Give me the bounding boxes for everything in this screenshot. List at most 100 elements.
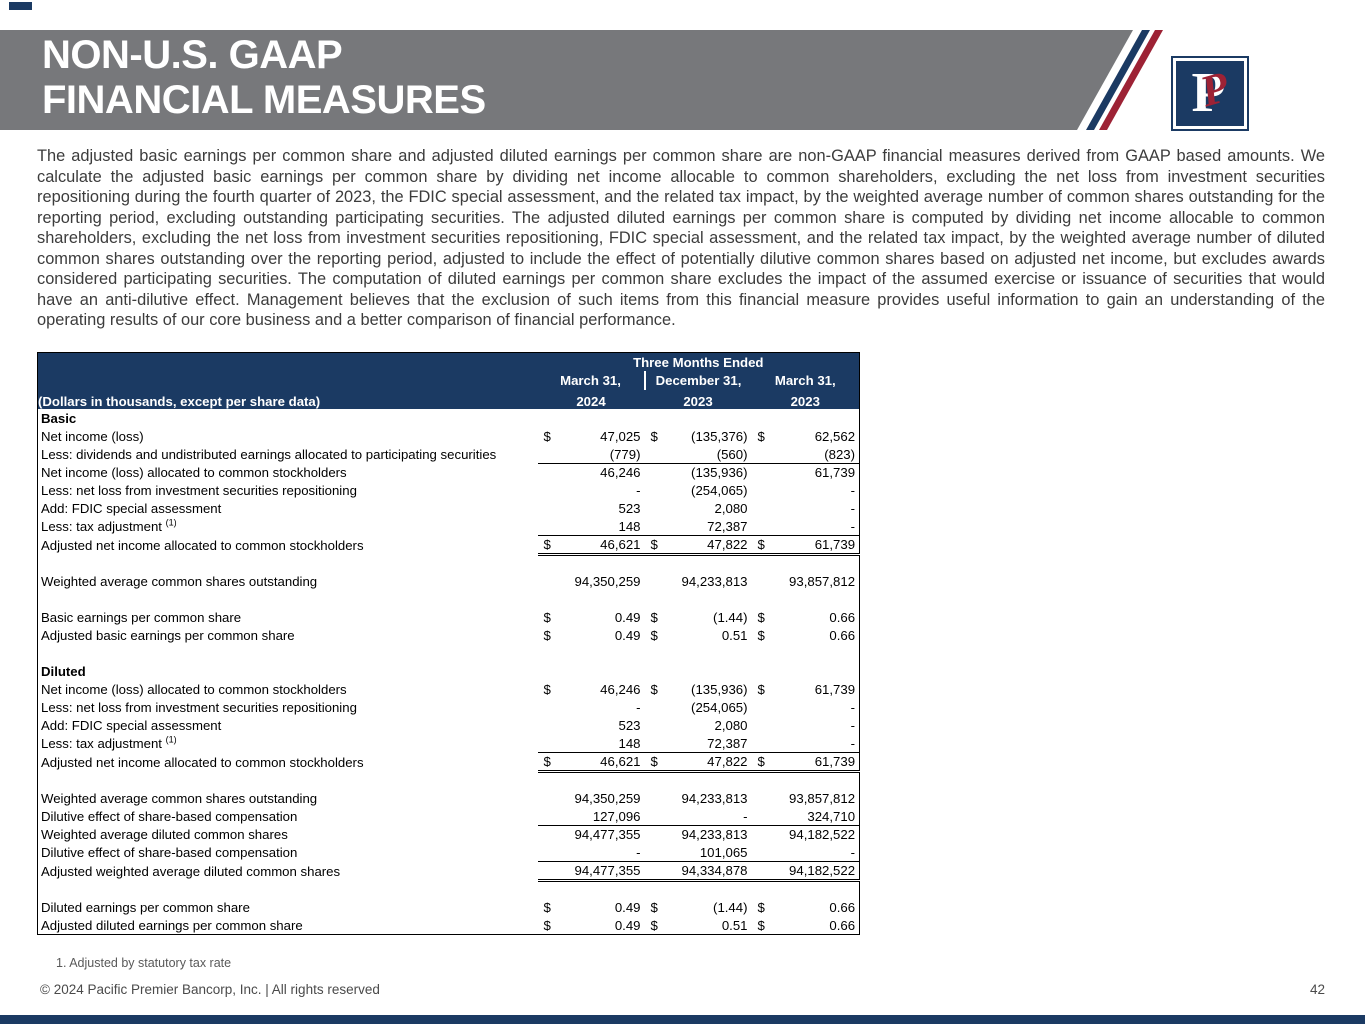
row-label: Less: tax adjustment (1) [41,517,177,534]
dollar-sign-cell [751,843,778,862]
dollar-sign-cell [752,662,778,680]
page-title: NON-U.S. GAAP FINANCIAL MEASURES [42,33,486,123]
row-label: Net income (loss) allocated to common st… [41,682,347,697]
dollar-sign-cell [537,843,564,862]
dollar-sign-cell: $ [650,682,658,697]
dollar-sign-cell [537,734,564,753]
value-cell [564,644,645,662]
dollar-sign-cell [751,445,778,464]
value-cell: 148 [563,734,645,753]
header-col1-date: March 31, [537,371,645,390]
row-label: Less: dividends and undistributed earnin… [41,447,497,462]
table-blank-row [38,771,860,789]
dollar-sign-cell [644,517,671,536]
table-row: Less: net loss from investment securitie… [38,481,860,499]
value-cell: 94,350,259 [574,791,641,806]
table-header: Three Months Ended March 31, December 31… [37,352,860,409]
dollar-sign-cell: $ [757,917,765,933]
value-cell: 93,857,812 [789,574,856,589]
dollar-sign-cell [644,861,671,882]
value-cell [564,590,645,608]
value-cell: (135,936) [691,682,748,697]
dollar-sign-cell [538,409,564,427]
dollar-sign-cell [538,463,564,481]
table-row: Less: tax adjustment (1) 148 72,387 - [38,734,860,753]
dollar-sign-cell [538,716,564,734]
value-cell: - [850,700,856,715]
logo-serif-p-icon: P [1191,61,1226,124]
banner-navy-stripe [1086,30,1150,130]
table-row: Weighted average common shares outstandi… [38,789,860,807]
value-cell: 47,822 [670,752,752,773]
dollar-sign-cell [645,572,671,590]
dollar-sign-cell [538,644,564,662]
value-cell: 72,387 [670,734,752,753]
table-row: Less: net loss from investment securitie… [38,698,860,716]
value-cell: 94,233,813 [681,791,748,806]
value-cell [671,771,752,789]
header-col3-date: March 31, [751,371,860,390]
value-cell: 94,334,878 [670,861,752,882]
value-cell: 46,621 [563,752,645,773]
table-row: Adjusted basic earnings per common share… [38,626,860,644]
table-blank-row [38,880,860,898]
dollar-sign-cell [645,463,671,481]
table-row: Net income (loss) allocated to common st… [38,680,860,698]
value-cell: 148 [563,517,645,536]
value-cell [671,880,752,898]
dollar-sign-cell [645,880,671,898]
row-label: Weighted average diluted common shares [41,827,288,842]
value-cell: 0.66 [829,628,856,643]
value-cell: (1.44) [713,900,748,915]
dollar-sign-cell [538,499,564,517]
row-label: Adjusted net income allocated to common … [41,755,364,770]
dollar-sign-cell [751,734,778,753]
dollar-sign-cell [538,698,564,716]
dollar-sign-cell [645,716,671,734]
dollar-sign-cell [645,499,671,517]
value-cell: 94,182,522 [789,827,856,842]
value-cell: 72,387 [670,517,752,536]
dollar-sign-cell [751,517,778,536]
dollar-sign-cell [538,662,564,680]
page-title-line2: FINANCIAL MEASURES [42,78,486,122]
value-cell: 101,065 [670,843,752,862]
dollar-sign-cell [752,771,778,789]
value-cell: 94,477,355 [563,861,645,882]
dollar-sign-cell [537,517,564,536]
table-row: Net income (loss) allocated to common st… [38,463,860,481]
row-label: Basic earnings per common share [41,610,242,625]
value-cell: 0.49 [614,917,641,933]
row-label: Weighted average common shares outstandi… [41,574,318,589]
dollar-sign-cell [645,825,671,843]
dollar-sign-cell [538,481,564,499]
value-cell: - [670,807,752,826]
value-cell: 61,739 [777,752,860,773]
dollar-sign-cell [645,481,671,499]
header-col2-year: 2023 [644,390,752,409]
dollar-sign-cell [752,644,778,662]
dollar-sign-cell: $ [650,610,658,625]
value-cell: - [636,483,641,498]
dollar-sign-cell [644,734,671,753]
value-cell [564,771,645,789]
dollar-sign-cell [644,843,671,862]
table-body: Basic Net income (loss) $47,025 $ (135,376) $… [38,409,860,934]
header-three-months-ended: Three Months Ended [537,352,860,371]
value-cell [778,409,860,427]
row-label: Diluted earnings per common share [41,900,250,915]
row-label: Net income (loss) allocated to common st… [41,465,347,480]
dollar-sign-cell [645,789,671,807]
table-header-row-years: (Dollars in thousands, except per share … [37,390,860,409]
row-label: Adjusted weighted average diluted common… [41,864,341,879]
table-row: Adjusted net income allocated to common … [38,752,860,773]
dollar-sign-cell: $ [757,628,765,643]
value-cell [564,662,645,680]
value-cell: 94,477,355 [574,827,641,842]
row-label: Diluted [41,664,86,679]
value-cell: 94,233,813 [681,574,748,589]
table-row: Adjusted diluted earnings per common sha… [38,916,860,934]
value-cell [564,409,645,427]
value-cell: 94,233,813 [681,827,748,842]
